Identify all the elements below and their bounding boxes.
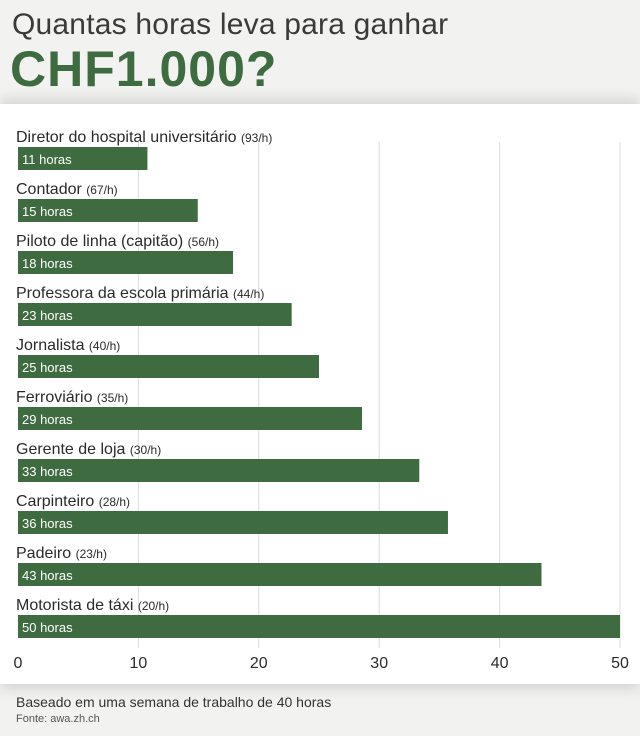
x-tick-label: 10 (130, 655, 148, 672)
bar (18, 303, 292, 326)
bar (18, 147, 148, 170)
header: Quantas horas leva para ganhar CHF1.000? (0, 0, 640, 104)
data-label: 11 horas (22, 152, 72, 167)
data-label: 25 horas (22, 360, 73, 375)
data-label: 33 horas (22, 464, 73, 479)
data-label: 36 horas (22, 516, 73, 531)
category-label: Diretor do hospital universitário (93/h) (16, 129, 272, 146)
bar (18, 615, 620, 638)
data-label: 18 horas (22, 256, 73, 271)
category-label: Piloto de linha (capitão) (56/h) (16, 233, 219, 250)
category-label: Professora da escola primária (44/h) (16, 285, 264, 302)
bar (18, 251, 234, 274)
data-label: 15 horas (22, 204, 73, 219)
x-tick-label: 50 (611, 655, 629, 672)
chart-title-amount: CHF1.000? (10, 41, 278, 97)
category-label: Ferroviário (35/h) (16, 389, 128, 406)
source-note: Fonte: awa.zh.ch (16, 713, 100, 725)
category-label: Motorista de táxi (20/h) (16, 597, 169, 614)
category-label: Carpinteiro (28/h) (16, 493, 130, 510)
bar (18, 459, 420, 482)
chart-title: Quantas horas leva para ganhar (12, 8, 449, 41)
bar (18, 355, 319, 378)
bar (18, 563, 542, 586)
bar (18, 407, 362, 430)
x-tick-label: 40 (491, 655, 509, 672)
data-label: 43 horas (22, 568, 73, 583)
category-label: Jornalista (40/h) (16, 337, 120, 354)
data-label: 23 horas (22, 308, 73, 323)
data-label: 50 horas (22, 620, 73, 635)
data-label: 29 horas (22, 412, 73, 427)
category-label: Padeiro (23/h) (16, 545, 107, 562)
x-tick-label: 20 (250, 655, 268, 672)
x-tick-label: 0 (14, 655, 23, 672)
bar (18, 199, 198, 222)
footnote: Baseado em uma semana de trabalho de 40 … (16, 694, 332, 710)
category-label: Contador (67/h) (16, 181, 118, 198)
x-tick-label: 30 (370, 655, 388, 672)
category-label: Gerente de loja (30/h) (16, 441, 161, 458)
bar (18, 511, 448, 534)
